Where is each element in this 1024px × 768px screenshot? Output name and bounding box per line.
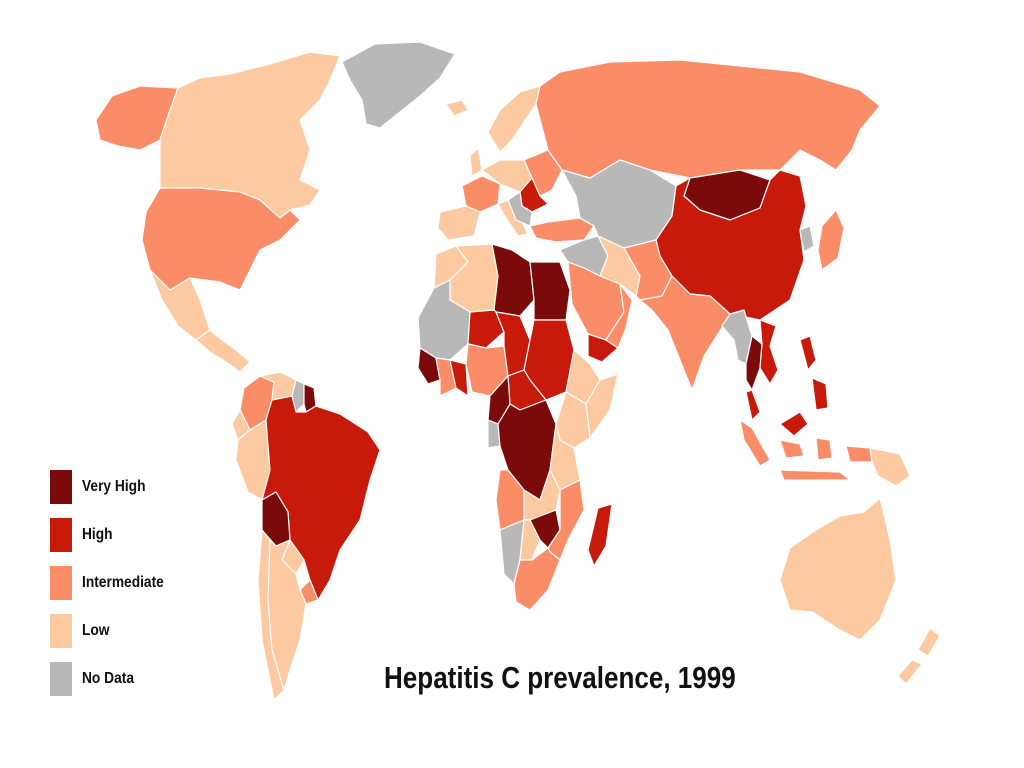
legend-swatch-no-data — [50, 662, 72, 696]
region-egypt — [529, 261, 571, 321]
region-uk — [469, 147, 483, 177]
legend-swatch-high — [50, 518, 72, 552]
region-guinea — [417, 347, 441, 385]
legend-label-intermediate: Intermediate — [82, 574, 164, 591]
legend-label-very-high: Very High — [82, 478, 146, 495]
region-korea — [799, 225, 815, 253]
region-india — [639, 275, 731, 391]
legend-swatch-low — [50, 614, 72, 648]
region-vietnam — [759, 319, 779, 385]
region-indonesia — [739, 419, 873, 481]
region-central-america — [195, 329, 251, 373]
region-oman — [605, 283, 633, 349]
region-philippines — [799, 335, 829, 411]
region-iceland — [445, 99, 469, 117]
region-png — [869, 447, 911, 487]
region-usa — [141, 187, 301, 291]
legend-item-high: High — [50, 518, 250, 552]
legend-label-low: Low — [82, 622, 110, 639]
legend-label-no-data: No Data — [82, 670, 134, 687]
region-iberia — [437, 205, 481, 241]
region-somalia — [585, 373, 619, 439]
region-malaysia — [745, 389, 809, 437]
region-turkey — [529, 217, 595, 243]
region-yemen — [587, 333, 619, 363]
region-new-zealand — [897, 627, 941, 685]
map-title: Hepatitis C prevalence, 1999 — [384, 660, 736, 695]
region-japan — [817, 209, 845, 271]
region-australia — [779, 497, 897, 641]
region-libya — [491, 243, 535, 317]
region-russia — [535, 59, 881, 179]
legend-item-very-high: Very High — [50, 470, 250, 504]
legend-item-low: Low — [50, 614, 250, 648]
legend-label-high: High — [82, 526, 113, 543]
legend-swatch-intermediate — [50, 566, 72, 600]
legend-item-intermediate: Intermediate — [50, 566, 250, 600]
region-greenland — [341, 41, 456, 129]
region-balkans — [507, 191, 533, 227]
region-madagascar — [587, 503, 613, 567]
legend-item-no-data: No Data — [50, 662, 250, 696]
region-argentina — [267, 539, 307, 691]
region-south-africa — [513, 547, 561, 611]
region-scandinavia — [487, 85, 541, 153]
region-myanmar — [721, 309, 753, 365]
legend-swatch-very-high — [50, 470, 72, 504]
